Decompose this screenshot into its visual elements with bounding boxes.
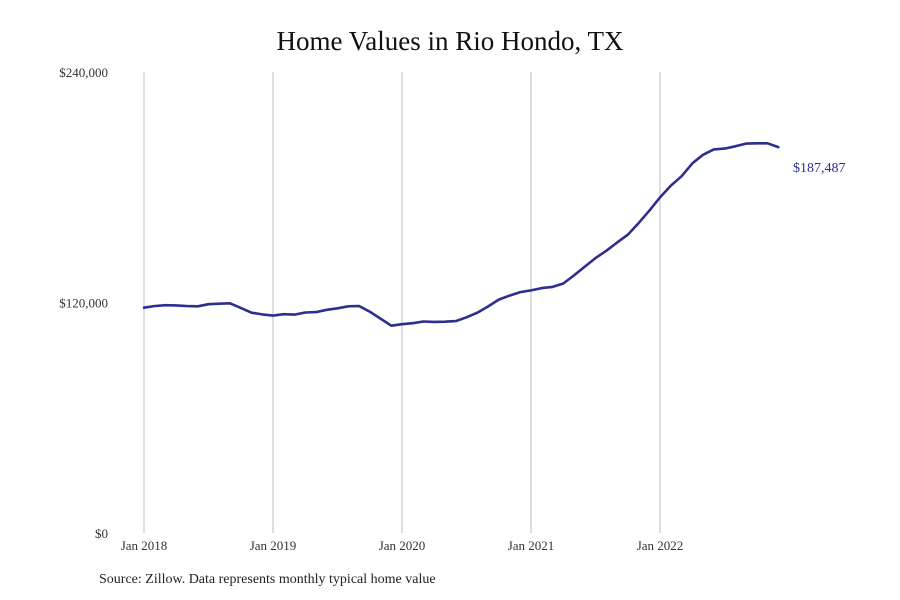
y-tick-label: $0 xyxy=(95,526,108,541)
series-line xyxy=(142,142,780,327)
x-tick-label: Jan 2020 xyxy=(379,538,426,553)
x-tick-label: Jan 2018 xyxy=(121,538,168,553)
y-tick-label: $240,000 xyxy=(59,65,108,80)
x-tick-label: Jan 2019 xyxy=(250,538,297,553)
chart-title: Home Values in Rio Hondo, TX xyxy=(276,26,624,56)
x-tick-label: Jan 2022 xyxy=(637,538,684,553)
x-tick-label: Jan 2021 xyxy=(508,538,555,553)
source-note: Source: Zillow. Data represents monthly … xyxy=(99,572,436,587)
end-value-label: $187,487 xyxy=(793,161,846,176)
y-tick-label: $120,000 xyxy=(59,296,108,311)
